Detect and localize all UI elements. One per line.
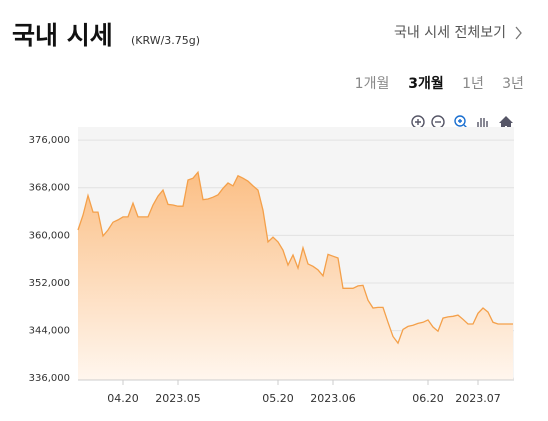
period-tab[interactable]: 3개월 bbox=[408, 75, 444, 92]
view-all-link[interactable]: 국내 시세 전체보기 bbox=[394, 25, 506, 41]
period-tabs: 1개월 3개월 1년 3년 bbox=[355, 75, 524, 92]
unit: (KRW/3.75g) bbox=[131, 34, 200, 47]
x-tick-label: 2023.07 bbox=[455, 392, 501, 405]
x-tick-label: 05.20 bbox=[262, 392, 294, 405]
x-tick-label: 04.20 bbox=[107, 392, 139, 405]
area bbox=[78, 172, 513, 380]
x-tick-label: 2023.05 bbox=[155, 392, 201, 405]
period-tab[interactable]: 3년 bbox=[502, 76, 524, 92]
pan-icon[interactable] bbox=[477, 118, 488, 131]
y-tick-label: 376,000 bbox=[29, 135, 70, 146]
y-tick-label: 368,000 bbox=[29, 183, 70, 194]
title: 국내 시세 bbox=[12, 21, 113, 50]
chevron-icon[interactable] bbox=[515, 26, 522, 40]
period-tab[interactable]: 1년 bbox=[462, 76, 484, 92]
zoom-in-icon[interactable] bbox=[411, 115, 425, 129]
line bbox=[77, 170, 513, 345]
home-icon[interactable] bbox=[499, 116, 513, 130]
y-tick-label: 352,000 bbox=[29, 278, 70, 289]
zoom-out-icon[interactable] bbox=[431, 115, 445, 129]
y-tick-label: 344,000 bbox=[29, 326, 70, 337]
x-tick-label: 2023.06 bbox=[310, 392, 356, 405]
y-tick-label: 336,000 bbox=[29, 373, 70, 384]
period-tab[interactable]: 1개월 bbox=[355, 76, 390, 92]
chart: 336,000 344,000 352,000 360,000 368,000 376,0… bbox=[29, 135, 514, 405]
y-tick-label: 360,000 bbox=[29, 230, 70, 241]
x-tick-label: 06.20 bbox=[412, 392, 444, 405]
